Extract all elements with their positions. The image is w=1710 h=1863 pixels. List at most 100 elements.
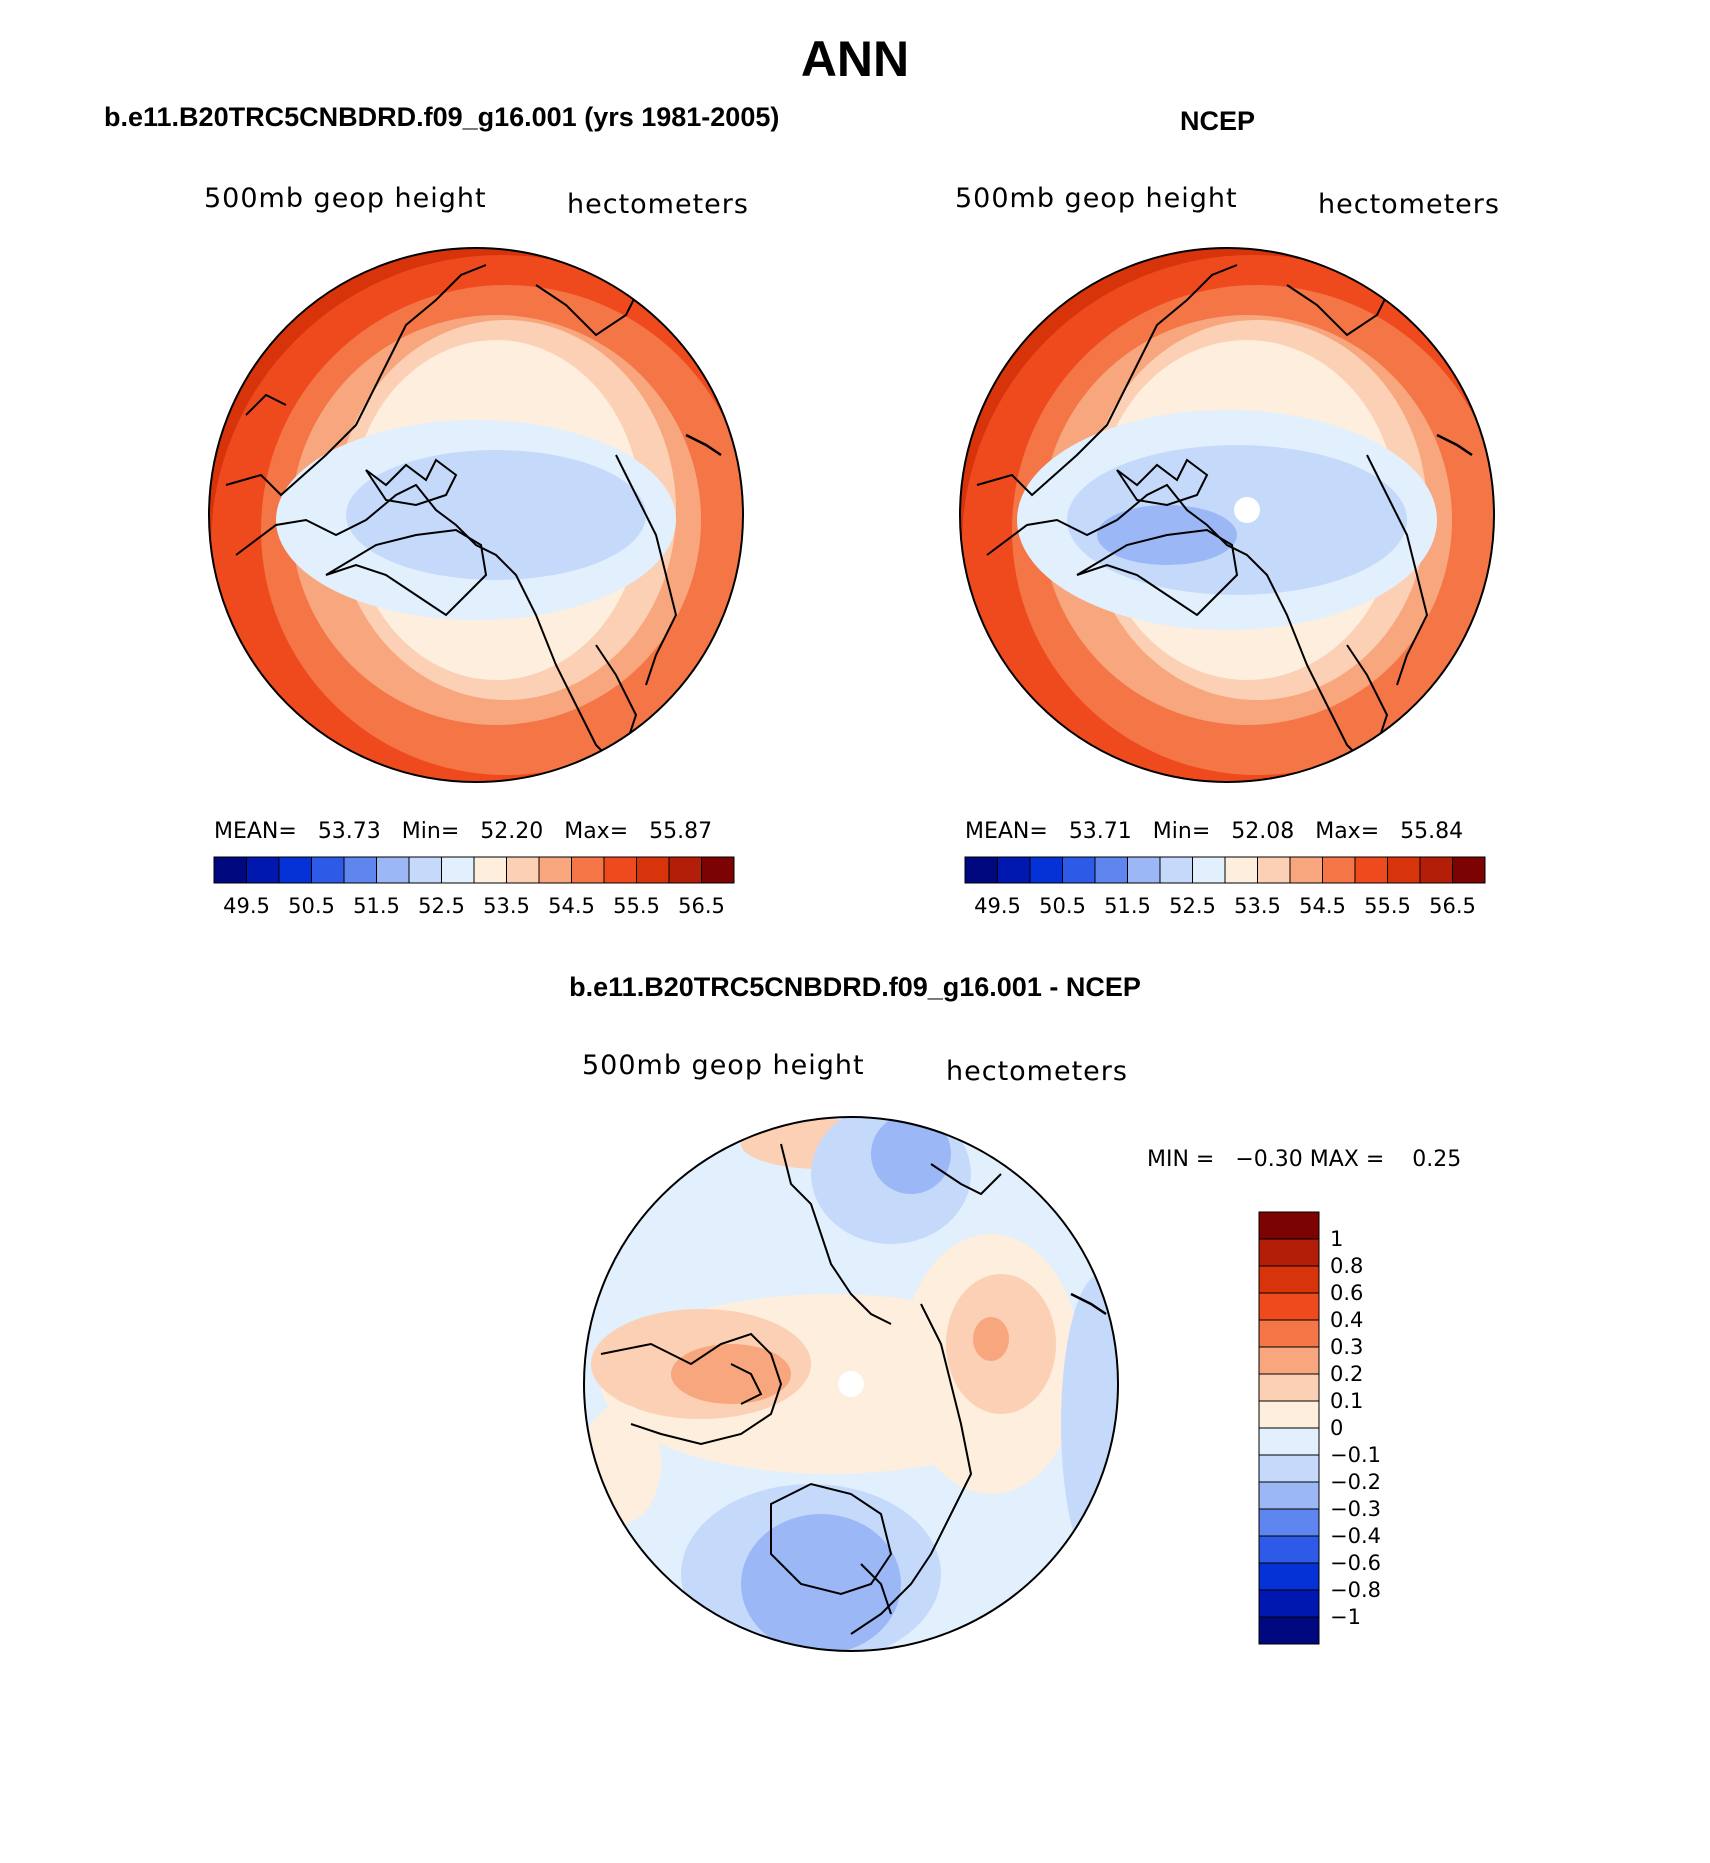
colorbar-swatch — [1192, 856, 1226, 884]
panel-3-heading: b.e11.B20TRC5CNBDRD.f09_g16.001 - NCEP — [569, 972, 1141, 1002]
panel-2-colorbar-ticks: 49.5 50.5 51.5 52.5 53.5 54.5 55.5 56.5 — [965, 894, 1485, 924]
colorbar-swatch — [1419, 856, 1453, 884]
colorbar-swatch — [343, 856, 377, 884]
colorbar-swatch — [1258, 1589, 1320, 1618]
colorbar-swatch — [1258, 1454, 1320, 1483]
mean-value: 53.71 — [1068, 819, 1132, 844]
colorbar-swatch — [1452, 856, 1486, 884]
colorbar-swatch — [1127, 856, 1161, 884]
colorbar-swatch — [1258, 1292, 1320, 1321]
figure-title: ANN — [800, 31, 910, 87]
colorbar-swatch — [213, 856, 247, 884]
min-value: 52.08 — [1231, 819, 1295, 844]
panel-3-colorbar-ticks: 1 0.8 0.6 0.4 0.3 0.2 0.1 0 −0.1 −0.2 −0.3 −0.4 −0.6… — [1330, 1212, 1450, 1652]
colorbar-swatch — [1258, 1535, 1320, 1564]
colorbar-tick-label: 0.4 — [1330, 1308, 1364, 1332]
panel-1-units-label: hectometers — [567, 189, 749, 220]
colorbar-swatch — [1258, 1346, 1320, 1375]
mean-label: MEAN= — [214, 819, 297, 844]
colorbar-swatch — [1354, 856, 1388, 884]
colorbar-swatch — [1224, 856, 1258, 884]
max-label: MAX = — [1309, 1147, 1385, 1172]
colorbar-swatch — [278, 856, 312, 884]
panel-1-colorbar — [213, 856, 735, 884]
colorbar-swatch — [311, 856, 345, 884]
max-value: 0.25 — [1412, 1147, 1462, 1172]
colorbar-swatch — [441, 856, 475, 884]
mean-value: 53.73 — [317, 819, 381, 844]
colorbar-swatch — [408, 856, 442, 884]
colorbar-tick-label: 0 — [1330, 1416, 1344, 1440]
colorbar-tick-label: 51.5 — [353, 894, 400, 918]
panel-3-variable-label: 500mb geop height — [582, 1050, 865, 1081]
colorbar-swatch — [1258, 1238, 1320, 1267]
colorbar-tick-label: 54.5 — [1299, 894, 1346, 918]
colorbar-swatch — [701, 856, 735, 884]
colorbar-tick-label: 50.5 — [1039, 894, 1086, 918]
panel-3-colorbar — [1258, 1211, 1320, 1645]
max-value: 55.84 — [1400, 819, 1464, 844]
colorbar-tick-label: 53.5 — [483, 894, 530, 918]
min-value: 52.20 — [480, 819, 544, 844]
colorbar-swatch — [1257, 856, 1291, 884]
colorbar-tick-label: 0.6 — [1330, 1281, 1364, 1305]
colorbar-tick-label: 52.5 — [1169, 894, 1216, 918]
colorbar-tick-label: −0.6 — [1330, 1551, 1381, 1575]
colorbar-tick-label: −0.4 — [1330, 1524, 1381, 1548]
colorbar-tick-label: 56.5 — [1429, 894, 1476, 918]
max-label: Max= — [1315, 819, 1380, 844]
colorbar-swatch — [1258, 1616, 1320, 1645]
panel-2-heading: NCEP — [1180, 106, 1256, 136]
colorbar-swatch — [246, 856, 280, 884]
colorbar-swatch — [1258, 1562, 1320, 1591]
colorbar-swatch — [571, 856, 605, 884]
mean-label: MEAN= — [965, 819, 1048, 844]
colorbar-swatch — [1258, 1265, 1320, 1294]
colorbar-swatch — [668, 856, 702, 884]
panel-1-variable-label: 500mb geop height — [204, 183, 487, 214]
colorbar-tick-label: 1 — [1330, 1227, 1344, 1251]
panel-2-map — [959, 247, 1495, 783]
colorbar-swatch — [1258, 1427, 1320, 1456]
colorbar-tick-label: 49.5 — [223, 894, 270, 918]
min-label: MIN = — [1147, 1147, 1215, 1172]
colorbar-tick-label: 50.5 — [288, 894, 335, 918]
colorbar-swatch — [1258, 1211, 1320, 1240]
colorbar-swatch — [603, 856, 637, 884]
colorbar-tick-label: 0.3 — [1330, 1335, 1364, 1359]
colorbar-tick-label: 0.8 — [1330, 1254, 1364, 1278]
colorbar-swatch — [636, 856, 670, 884]
colorbar-tick-label: −1 — [1330, 1605, 1361, 1629]
panel-1-heading: b.e11.B20TRC5CNBDRD.f09_g16.001 (yrs 198… — [104, 102, 780, 132]
colorbar-tick-label: 56.5 — [678, 894, 725, 918]
panel-2-stats: MEAN= 53.71 Min= 52.08 Max= 55.84 — [965, 819, 1463, 844]
panel-2-variable-label: 500mb geop height — [955, 183, 1238, 214]
panel-3-stats: MIN = −0.30 MAX = 0.25 — [1147, 1147, 1461, 1172]
colorbar-tick-label: 49.5 — [974, 894, 1021, 918]
colorbar-swatch — [1258, 1481, 1320, 1510]
colorbar-swatch — [997, 856, 1031, 884]
colorbar-swatch — [376, 856, 410, 884]
colorbar-tick-label: 53.5 — [1234, 894, 1281, 918]
panel-3-map — [583, 1116, 1119, 1652]
colorbar-swatch — [1258, 1373, 1320, 1402]
colorbar-tick-label: 52.5 — [418, 894, 465, 918]
colorbar-swatch — [964, 856, 998, 884]
colorbar-tick-label: 0.2 — [1330, 1362, 1364, 1386]
colorbar-swatch — [1159, 856, 1193, 884]
max-label: Max= — [564, 819, 629, 844]
colorbar-swatch — [1029, 856, 1063, 884]
colorbar-tick-label: 51.5 — [1104, 894, 1151, 918]
panel-2-units-label: hectometers — [1318, 189, 1500, 220]
min-label: Min= — [1152, 819, 1211, 844]
colorbar-swatch — [1258, 1400, 1320, 1429]
panel-2-colorbar — [964, 856, 1486, 884]
colorbar-swatch — [538, 856, 572, 884]
panel-3-units-label: hectometers — [946, 1056, 1128, 1087]
colorbar-tick-label: 55.5 — [1364, 894, 1411, 918]
colorbar-swatch — [1387, 856, 1421, 884]
colorbar-swatch — [1322, 856, 1356, 884]
colorbar-swatch — [473, 856, 507, 884]
colorbar-swatch — [1094, 856, 1128, 884]
colorbar-tick-label: 0.1 — [1330, 1389, 1364, 1413]
